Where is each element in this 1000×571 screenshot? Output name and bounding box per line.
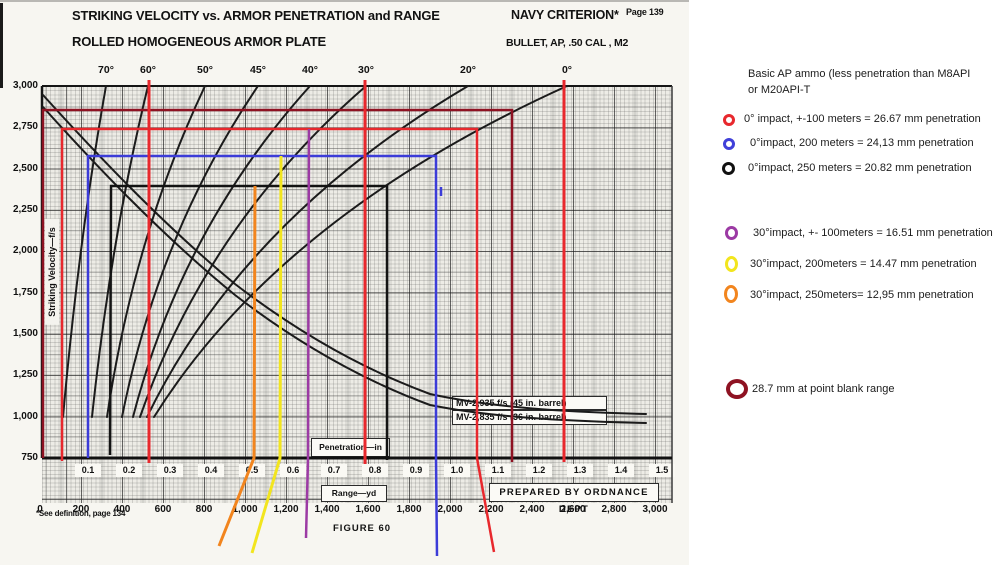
curve-0deg: [153, 85, 568, 418]
pen-tick: 0.5: [239, 464, 265, 477]
scan-left-edge-artifact: [0, 3, 3, 88]
range-tick: 400: [113, 504, 131, 515]
range-tick: 1,000: [232, 504, 258, 515]
pen-tick: 0.9: [403, 464, 429, 477]
construction-black-0deg-250m: [108, 184, 389, 460]
construction-purple-30deg-100m: [304, 128, 311, 539]
range-tick: 1,600: [355, 504, 381, 515]
pen-tick: 0.6: [280, 464, 306, 477]
page-ref: Page 139: [626, 7, 664, 17]
y-tick: 2,500: [12, 163, 38, 174]
angle-label-70: 70°: [98, 64, 114, 76]
chart-title: STRIKING VELOCITY vs. ARMOR PENETRATION …: [72, 8, 440, 23]
range-tick: 200: [72, 504, 90, 515]
pen-tick: 0.8: [362, 464, 388, 477]
y-tick: 2,250: [12, 204, 38, 215]
prepared-by-box: PREPARED BY ORDNANCE DEPT: [489, 483, 659, 515]
legend-header-line2: or M20API-T: [748, 84, 811, 96]
legend-item-30deg-200m: 30°impact, 200meters = 14.47 mm penetrat…: [750, 258, 977, 270]
range-tick: 1,200: [273, 504, 299, 515]
range-tick: 2,600: [555, 504, 591, 515]
curve-20deg: [146, 85, 469, 418]
legend-item-30deg-100m: 30°impact, +- 100meters = 16.51 mm penet…: [753, 227, 993, 239]
pen-tick: 1.0: [444, 464, 470, 477]
obliquity-curves: [42, 85, 647, 424]
range-tick: 3,000: [642, 504, 668, 515]
angle-label-30: 30°: [358, 64, 374, 76]
curve-mv-2935: [42, 94, 647, 415]
construction-darkred-pointblank: [41, 108, 514, 462]
y-tick: 1,750: [12, 287, 38, 298]
legend-swatch-red-circle: [723, 114, 735, 126]
range-axis-box: Range—yd: [321, 485, 387, 502]
y-tick: 1,000: [12, 411, 38, 422]
y-tick: 3,000: [12, 80, 38, 91]
angle-label-45: 45°: [250, 64, 266, 76]
angle-label-0: 0°: [561, 64, 573, 76]
pen-tick: 0.4: [198, 464, 224, 477]
pen-tick: 1.3: [567, 464, 593, 477]
legend-item-point-blank: 28.7 mm at point blank range: [752, 383, 895, 395]
construction-red-0deg-100m: [60, 127, 496, 553]
curve-60deg: [91, 85, 149, 418]
range-tick: 2,000: [437, 504, 463, 515]
bullet-spec: BULLET, AP, .50 CAL , M2: [506, 37, 629, 49]
curve-30deg: [139, 85, 367, 418]
range-tick: 0: [37, 504, 43, 515]
construction-orange-30deg-250m: [217, 185, 257, 547]
legend-swatch-black-circle: [722, 162, 735, 175]
y-tick: 750: [21, 452, 38, 463]
legend-swatch-blue-circle: [723, 138, 735, 150]
pen-tick: 0.7: [321, 464, 347, 477]
angle-label-20: 20°: [460, 64, 476, 76]
legend-swatch-orange-circle: [724, 285, 738, 303]
legend-swatch-yellow-circle: [725, 256, 738, 272]
y-tick: 2,000: [12, 245, 38, 256]
pen-tick: 0.2: [116, 464, 142, 477]
angle-label-40: 40°: [302, 64, 318, 76]
legend-item-0deg-200m: 0°impact, 200 meters = 24,13 mm penetrat…: [750, 137, 974, 149]
range-tick: 2,400: [519, 504, 545, 515]
y-tick: 1,250: [12, 369, 38, 380]
legend-item-0deg-250m: 0°impact, 250 meters = 20.82 mm penetrat…: [748, 162, 972, 174]
curve-50deg: [106, 85, 206, 418]
navy-criterion-label: NAVY CRITERION*: [511, 8, 619, 22]
angle-label-50: 50°: [197, 64, 213, 76]
figure-caption: FIGURE 60: [333, 523, 392, 534]
curve-mv-2835: [42, 106, 647, 424]
range-tick: 600: [154, 504, 172, 515]
construction-yellow-30deg-200m: [250, 155, 283, 554]
pen-tick: 0.1: [75, 464, 101, 477]
range-tick: 2,200: [478, 504, 504, 515]
legend-header-line1: Basic AP ammo (less penetration than M8A…: [748, 68, 971, 80]
pen-tick: 1.2: [526, 464, 552, 477]
range-tick: 800: [195, 504, 213, 515]
scan-top-edge-artifact: [0, 0, 689, 2]
y-tick: 1,500: [12, 328, 38, 339]
range-tick: 1,400: [314, 504, 340, 515]
pen-tick: 1.4: [608, 464, 634, 477]
pen-tick: 1.5: [649, 464, 675, 477]
pen-tick: 1.1: [485, 464, 511, 477]
legend-header: Basic AP ammo (less penetration than M8A…: [748, 66, 970, 98]
construction-blue-0deg-200m: [86, 154, 439, 557]
range-tick: 2,800: [601, 504, 627, 515]
curve-70deg: [62, 85, 107, 418]
legend-swatch-darkred-circle: [726, 379, 748, 399]
legend-item-30deg-250m: 30°impact, 250meters= 12,95 mm penetrati…: [750, 289, 974, 301]
footnote: *See definition, page 134: [36, 509, 126, 518]
angle-label-60: 60°: [140, 64, 156, 76]
legend-item-0deg-100m: 0° impact, +-100 meters = 26.67 mm penet…: [744, 113, 981, 125]
pen-tick: 0.3: [157, 464, 183, 477]
y-tick: 2,750: [12, 121, 38, 132]
range-tick: 1,800: [396, 504, 422, 515]
legend-swatch-purple-circle: [725, 226, 738, 240]
chart-subtitle: ROLLED HOMOGENEOUS ARMOR PLATE: [72, 34, 327, 49]
